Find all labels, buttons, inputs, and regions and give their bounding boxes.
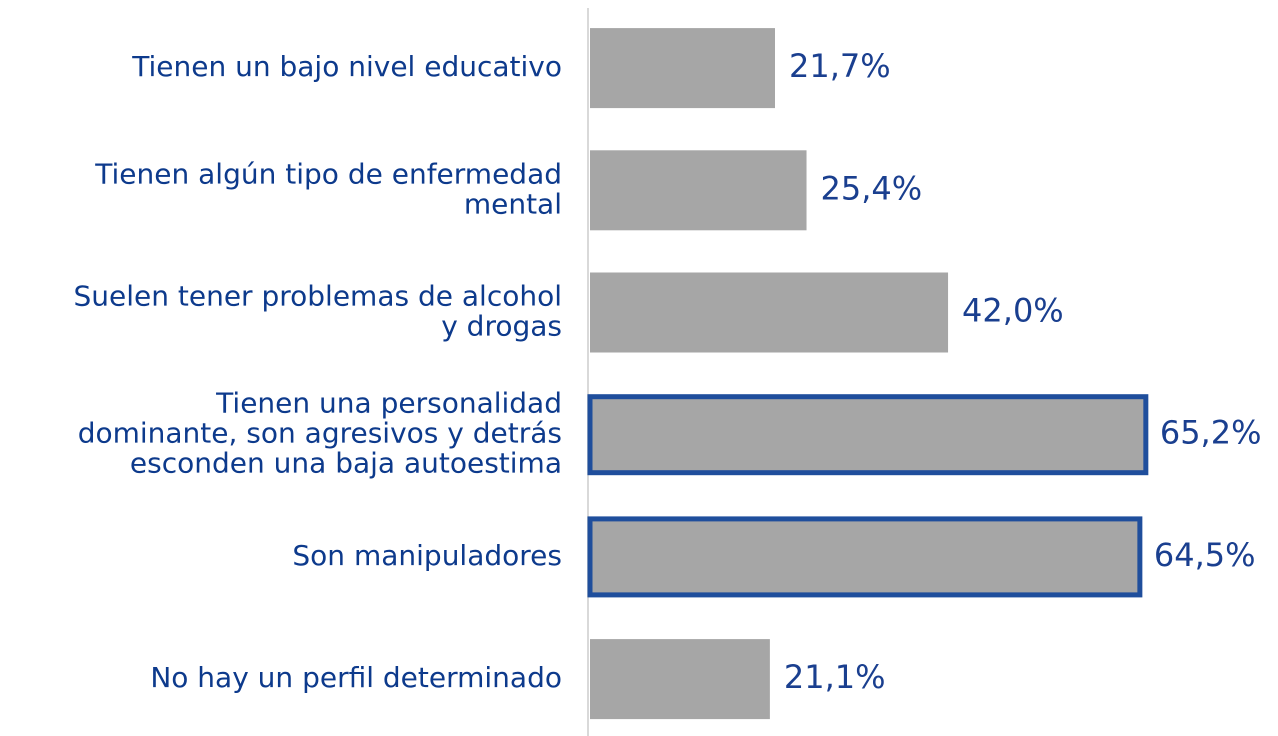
bar [590, 28, 775, 109]
value-label: 21,7% [789, 47, 891, 85]
value-label: 21,1% [784, 658, 886, 696]
value-label: 64,5% [1154, 536, 1256, 574]
value-label: 65,2% [1160, 414, 1262, 452]
bar [590, 150, 807, 231]
category-label: No hay un perfil determinado [150, 661, 562, 694]
category-label: dominante, son agresivos y detrás [78, 417, 562, 450]
category-label: Suelen tener problemas de alcohol [73, 280, 562, 313]
bar [590, 639, 770, 720]
bar [590, 272, 949, 353]
value-label: 42,0% [962, 292, 1064, 330]
category-label: y drogas [441, 310, 562, 343]
category-label: mental [464, 187, 562, 220]
bar [587, 516, 1143, 598]
category-label: Tienen algún tipo de enfermedad [94, 157, 562, 190]
value-label: 25,4% [821, 169, 923, 207]
category-label: Tienen una personalidad [215, 387, 562, 420]
category-label: esconden una baja autoestima [130, 447, 562, 480]
category-label: Tienen un bajo nivel educativo [131, 50, 562, 83]
bar [587, 394, 1149, 476]
category-label: Son manipuladores [292, 539, 562, 572]
